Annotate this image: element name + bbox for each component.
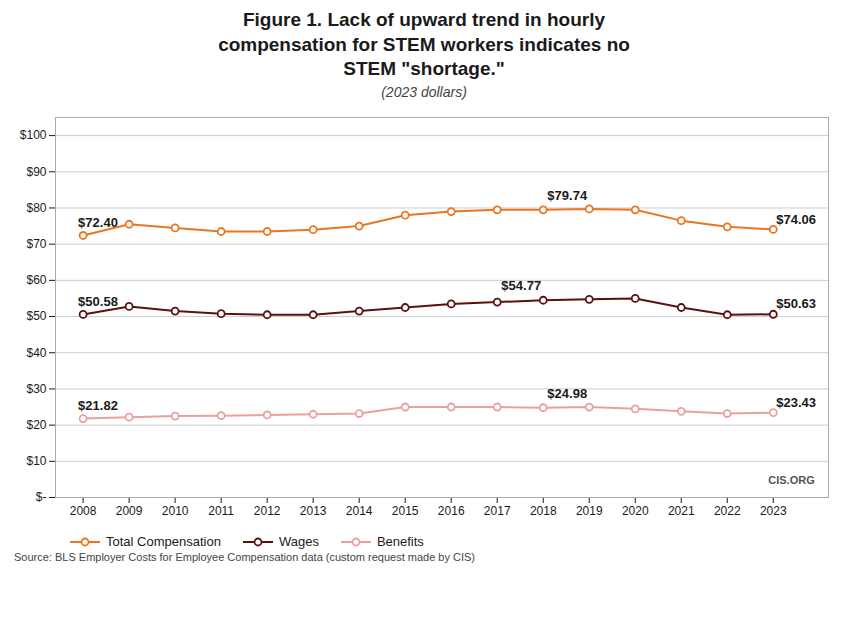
svg-text:2013: 2013 bbox=[300, 504, 327, 518]
svg-text:2023: 2023 bbox=[760, 504, 787, 518]
svg-text:$40: $40 bbox=[26, 346, 46, 360]
svg-text:2008: 2008 bbox=[70, 504, 97, 518]
svg-text:$23.43: $23.43 bbox=[776, 395, 816, 410]
svg-text:2018: 2018 bbox=[530, 504, 557, 518]
svg-text:$100: $100 bbox=[20, 128, 47, 142]
svg-text:2010: 2010 bbox=[162, 504, 189, 518]
svg-text:$79.74: $79.74 bbox=[547, 188, 588, 203]
svg-text:$30: $30 bbox=[26, 382, 46, 396]
svg-text:2016: 2016 bbox=[438, 504, 465, 518]
svg-text:$90: $90 bbox=[26, 165, 46, 179]
svg-text:$24.98: $24.98 bbox=[547, 386, 587, 401]
svg-text:$74.06: $74.06 bbox=[776, 212, 816, 227]
svg-text:2019: 2019 bbox=[576, 504, 603, 518]
svg-text:$50.58: $50.58 bbox=[78, 294, 118, 309]
svg-text:$72.40: $72.40 bbox=[78, 215, 118, 230]
svg-text:$60: $60 bbox=[26, 273, 46, 287]
html-text:Figure 1. Lack of upward trend: Figure 1. Lack of upward trend in hourly… bbox=[218, 9, 630, 80]
html-text:Source: BLS Employer Costs for: Source: BLS Employer Costs for Employee … bbox=[14, 551, 475, 564]
svg-text:2012: 2012 bbox=[254, 504, 281, 518]
svg-text:2017: 2017 bbox=[484, 504, 511, 518]
html-text:(2023 dollars): (2023 dollars) bbox=[381, 84, 467, 101]
svg-text:$54.77: $54.77 bbox=[501, 279, 541, 294]
svg-text:2014: 2014 bbox=[346, 504, 373, 518]
svg-text:$70: $70 bbox=[26, 237, 46, 251]
svg-text:2020: 2020 bbox=[622, 504, 649, 518]
svg-text:2015: 2015 bbox=[392, 504, 419, 518]
svg-text:$50: $50 bbox=[26, 309, 46, 323]
html-text:Benefits: Benefits bbox=[376, 534, 424, 550]
svg-text:2022: 2022 bbox=[714, 504, 741, 518]
html-text:Total Compensation: Total Compensation bbox=[106, 534, 221, 550]
svg-text:$20: $20 bbox=[26, 418, 46, 432]
svg-text:2021: 2021 bbox=[668, 504, 695, 518]
html-text:Wages: Wages bbox=[278, 534, 319, 550]
svg-text:$50.63: $50.63 bbox=[776, 296, 816, 311]
svg-text:2009: 2009 bbox=[116, 504, 143, 518]
svg-text:$10: $10 bbox=[26, 454, 46, 468]
svg-text:$-: $- bbox=[36, 490, 47, 504]
svg-text:$80: $80 bbox=[26, 201, 46, 215]
svg-text:$21.82: $21.82 bbox=[78, 398, 118, 413]
svg-text:2011: 2011 bbox=[208, 504, 234, 518]
svg-text:CIS.ORG: CIS.ORG bbox=[768, 474, 814, 486]
